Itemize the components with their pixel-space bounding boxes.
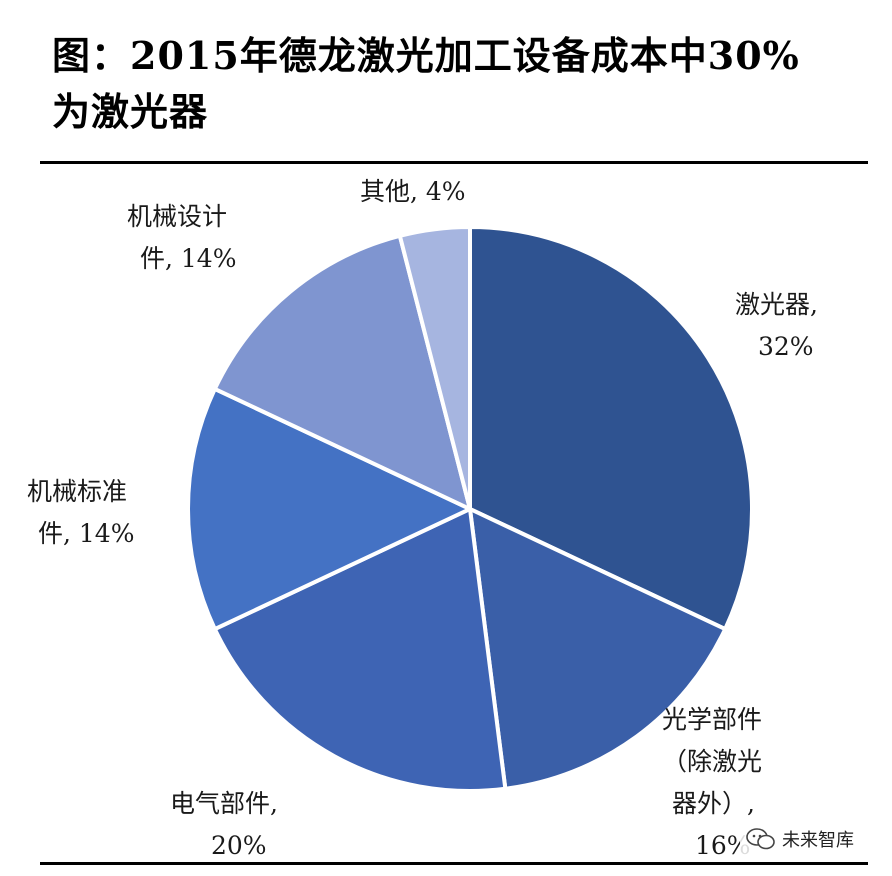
bottom-rule [40,862,868,865]
slice-label-mech-standard-line-2: 件, 14% [38,519,134,548]
slice-label-other: 其他, 4% [360,177,466,206]
pie-slice-mech-standard [186,386,472,632]
pie-slice-laser [468,225,754,632]
slice-label-electrical: 电气部件, 20% [170,789,286,860]
slice-label-laser-line-2: 32% [758,332,814,361]
chart-title-line-1: 图：2015年德龙激光加工设备成本中30% [52,33,800,78]
chart-title-line-2: 为激光器 [52,89,209,134]
pie-slice-mech-design [212,233,472,511]
slice-label-other-line-1: 其他, 4% [360,177,466,206]
watermark: 未来智库 [740,822,860,856]
slice-label-mech-design-line-2: 件, 14% [140,244,236,273]
slice-label-optics-line-2: （除激光 [662,747,762,776]
slice-label-mech-design: 机械设计 件, 14% [127,202,236,273]
slice-label-laser: 激光器, 32% [735,290,826,361]
pie-slice-electrical [212,507,508,793]
wechat-icon [746,828,775,850]
slice-label-optics-line-1: 光学部件 [662,705,762,734]
slice-label-mech-standard: 机械标准 件, 14% [27,477,135,548]
slice-label-electrical-line-2: 20% [211,831,267,860]
chart-title: 图：2015年德龙激光加工设备成本中30% 为激光器 [52,28,872,140]
pie-slice-other [397,225,472,511]
slice-label-mech-design-line-1: 机械设计 [127,202,227,231]
watermark-text: 未来智库 [782,830,854,851]
top-rule [40,161,868,164]
slice-label-laser-line-1: 激光器, [735,290,818,319]
slice-label-optics-line-3: 器外）, [672,789,755,818]
pie-slice-optics [468,507,728,791]
slice-label-mech-standard-line-1: 机械标准 [27,477,127,506]
slice-label-electrical-line-1: 电气部件, [170,789,278,818]
pie-slices [186,225,754,793]
